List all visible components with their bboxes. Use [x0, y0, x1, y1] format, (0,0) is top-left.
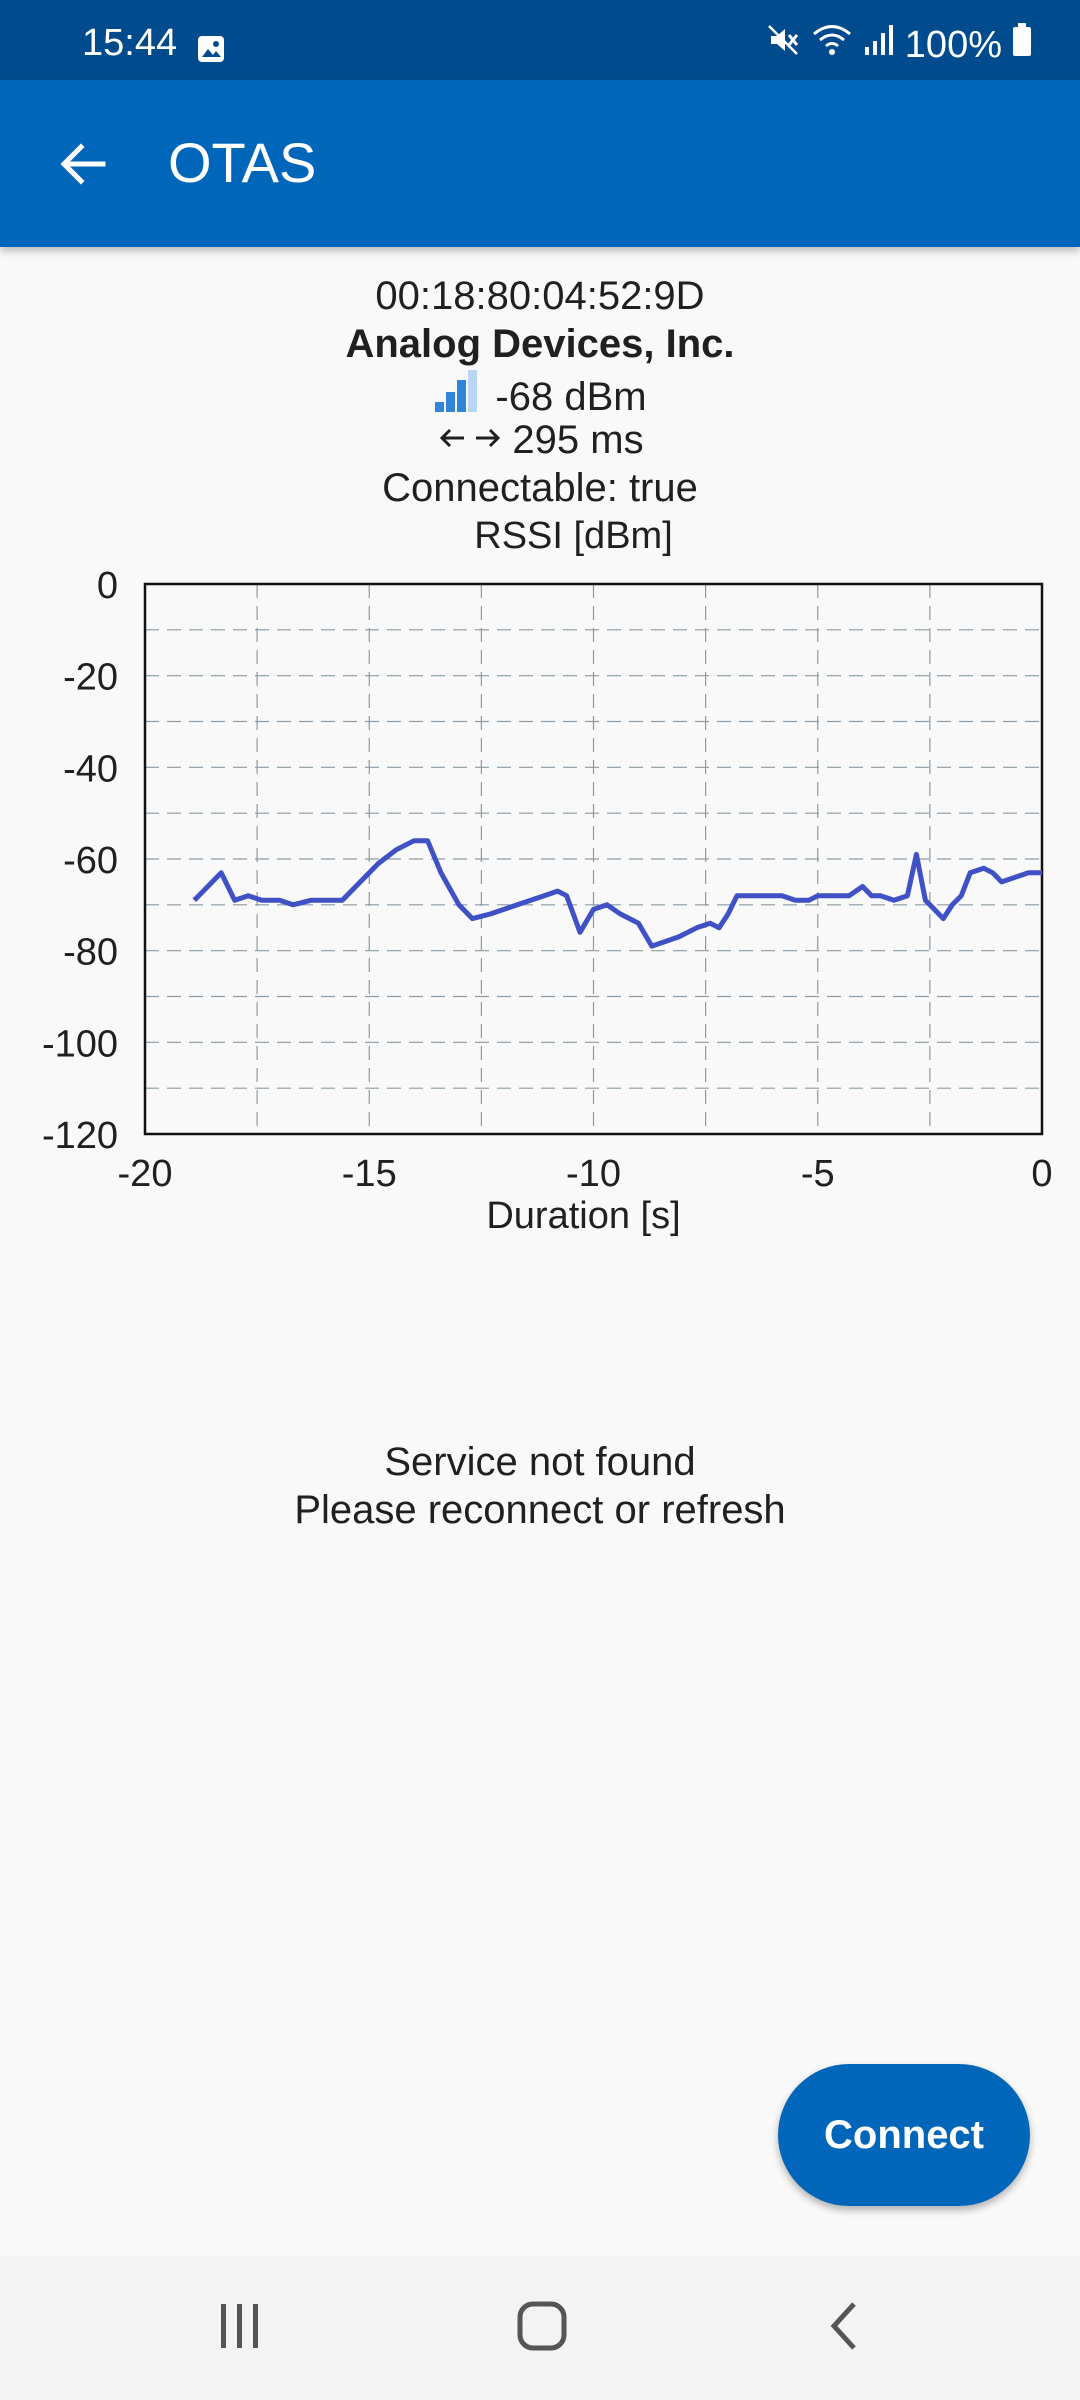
y-tick-label: -100 [42, 1023, 118, 1065]
chart-title: RSSI [dBm] [474, 518, 673, 557]
x-tick-label: -15 [342, 1153, 397, 1195]
recents-button[interactable] [180, 2288, 300, 2368]
battery-level: 100% [904, 23, 1002, 66]
device-vendor: Analog Devices, Inc. [345, 322, 735, 366]
recents-icon [215, 2302, 265, 2355]
connectable-status: Connectable: true [382, 466, 698, 510]
rssi-row: -68 dBm [0, 368, 1080, 425]
interval-arrows-icon [436, 416, 506, 464]
status-icons: 100% [755, 22, 1032, 68]
interval-row: 295 ms [0, 416, 1080, 464]
nav-back-icon [824, 2300, 864, 2357]
app-bar: OTAS [0, 80, 1080, 247]
rssi-value: -68 dBm [495, 374, 647, 419]
signal-icon [863, 23, 895, 67]
y-tick-label: -80 [63, 932, 118, 974]
interval-value: 295 ms [512, 418, 644, 462]
x-tick-label: -20 [118, 1153, 173, 1195]
back-button[interactable] [42, 126, 122, 206]
nav-back-button[interactable] [784, 2288, 904, 2368]
y-tick-label: -20 [63, 657, 118, 699]
connect-button[interactable]: Connect [778, 2064, 1030, 2206]
rssi-chart-svg: RSSI [dBm]0-20-40-60-80-100-120-20 -15 -10… [42, 515, 1053, 1237]
status-bar: 15:44 100% [0, 0, 1080, 80]
y-tick-label: -60 [63, 840, 118, 882]
navigation-bar [0, 2256, 1080, 2400]
x-tick-label: -10 [566, 1153, 621, 1195]
battery-icon [1012, 23, 1032, 67]
device-address: 00:18:80:04:52:9D [375, 274, 705, 318]
status-time: 15:44 [82, 22, 178, 64]
x-axis-label: Duration [s] [486, 1195, 680, 1237]
y-tick-label: -120 [42, 1115, 118, 1157]
y-tick-label: -40 [63, 748, 118, 790]
plot-frame [143, 582, 1044, 1136]
x-tick-label: -5 [801, 1153, 835, 1195]
home-button[interactable] [482, 2288, 602, 2368]
x-tick-label: 0 [1031, 1153, 1052, 1195]
image-icon [196, 34, 226, 69]
page-title: OTAS [168, 131, 317, 194]
mute-icon [765, 22, 801, 68]
y-tick-label: 0 [97, 565, 118, 607]
rssi-series-line [192, 838, 1042, 949]
wifi-icon [811, 22, 853, 68]
home-icon [516, 2300, 568, 2357]
arrow-back-icon [55, 137, 109, 196]
rssi-chart: RSSI [dBm] 0 -20 -40 -60 -80 -100 -120 -20 -15 -10… [0, 515, 1080, 1258]
service-hint: Please reconnect or refresh [294, 1488, 786, 1532]
signal-strength-icon [433, 368, 483, 425]
service-message: Service not found [384, 1440, 696, 1484]
